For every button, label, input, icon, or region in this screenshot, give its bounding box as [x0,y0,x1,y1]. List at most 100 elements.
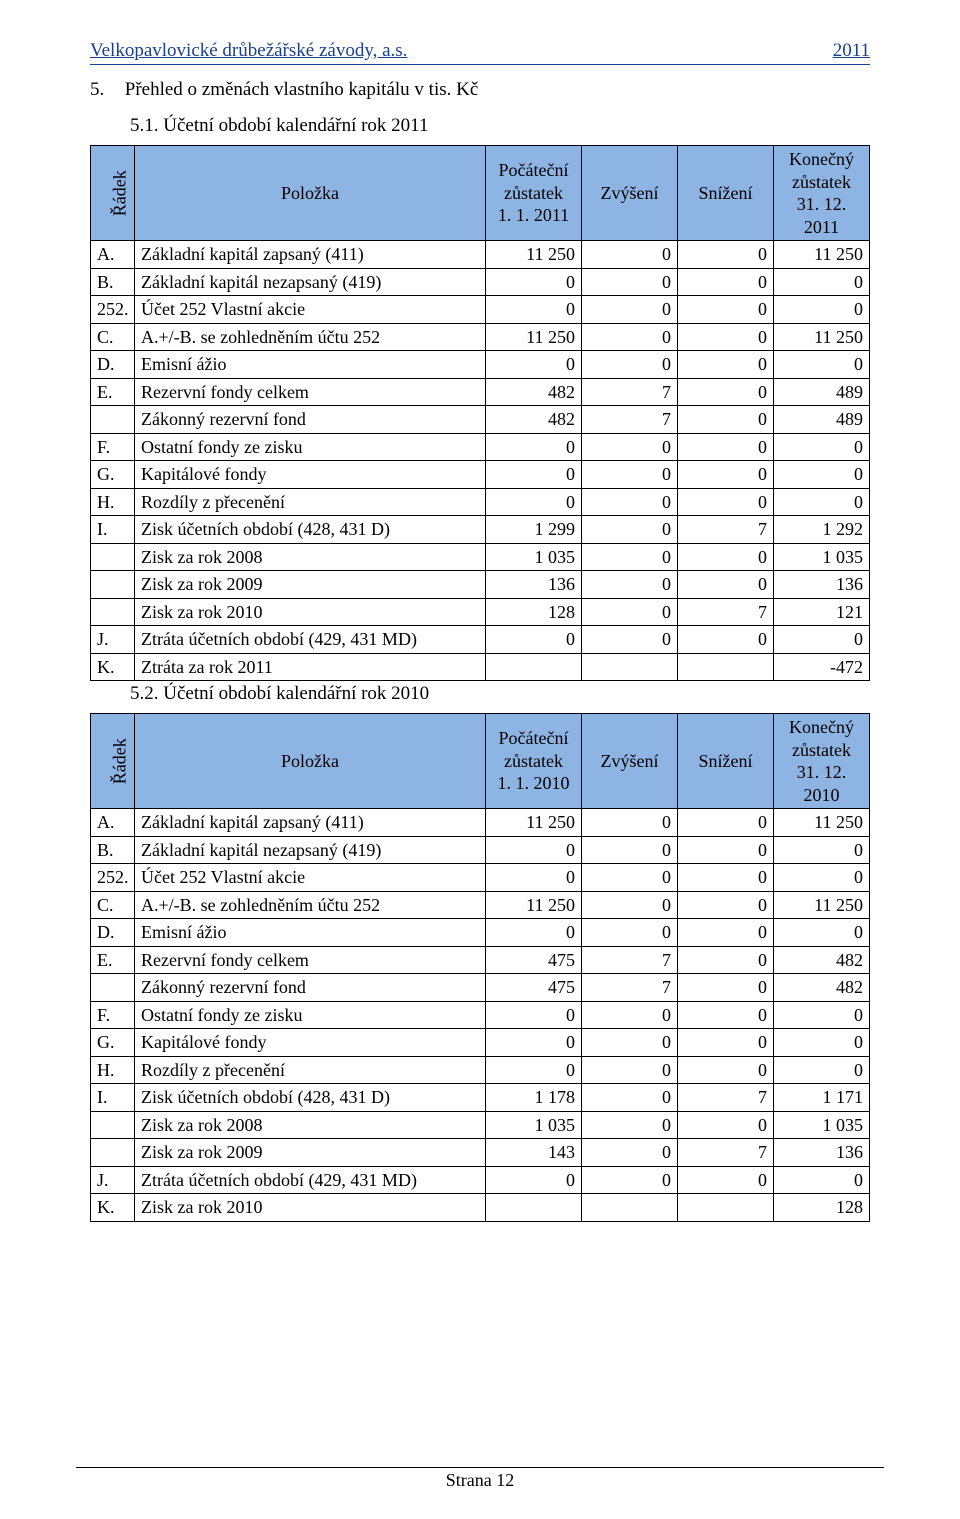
row-label: Ztráta účetních období (429, 431 MD) [135,626,486,654]
cell-value: 0 [774,1166,870,1194]
row-label: Zisk za rok 2009 [135,571,486,599]
cell-value: 0 [486,351,582,379]
row-label: Základní kapitál nezapsaný (419) [135,268,486,296]
subsection-number-2: 5.2. [130,683,159,704]
cell-value: 0 [678,1111,774,1139]
cell-value: 0 [486,268,582,296]
cell-value [582,653,678,681]
cell-value: 0 [678,864,774,892]
table-row: G.Kapitálové fondy0000 [91,1029,870,1057]
table-row: Zisk za rok 200914307136 [91,1139,870,1167]
cell-value: 11 250 [774,323,870,351]
row-label: Kapitálové fondy [135,1029,486,1057]
cell-value: 0 [774,919,870,947]
cell-value: 1 035 [774,543,870,571]
cell-value: 7 [678,598,774,626]
cell-value: 0 [678,1029,774,1057]
cell-value: 0 [582,864,678,892]
cell-value: 0 [774,488,870,516]
row-label: Ostatní fondy ze zisku [135,433,486,461]
cell-value: 0 [582,809,678,837]
cell-value: 0 [774,351,870,379]
cell-value: 0 [582,919,678,947]
cell-value: 0 [678,296,774,324]
header-year: 2011 [833,40,870,62]
col-header-pocatecni: Počáteční zůstatek 1. 1. 2011 [486,146,582,241]
row-id: J. [91,1166,135,1194]
row-id: 252. [91,296,135,324]
row-id: J. [91,626,135,654]
table-row: D.Emisní ážio0000 [91,919,870,947]
cell-value: 0 [774,1056,870,1084]
row-label: A.+/-B. se zohledněním účtu 252 [135,891,486,919]
table-row: Zisk za rok 201012807121 [91,598,870,626]
row-label: Zisk za rok 2009 [135,1139,486,1167]
cell-value: 1 299 [486,516,582,544]
row-id: E. [91,378,135,406]
row-id [91,974,135,1002]
subsection-number-1: 5.1. [130,115,159,136]
cell-value: 11 250 [486,241,582,269]
cell-value: 0 [582,461,678,489]
cell-value: 0 [486,433,582,461]
row-label: Zisk za rok 2008 [135,1111,486,1139]
cell-value [678,653,774,681]
table-row: I.Zisk účetních období (428, 431 D)1 178… [91,1084,870,1112]
cell-value: 0 [582,626,678,654]
table-row: Zisk za rok 20081 035001 035 [91,543,870,571]
section-number: 5. [90,79,120,101]
table-row: G.Kapitálové fondy0000 [91,461,870,489]
row-label: Ostatní fondy ze zisku [135,1001,486,1029]
cell-value: 0 [486,461,582,489]
cell-value: 0 [486,1029,582,1057]
cell-value: 1 035 [774,1111,870,1139]
table-row: Zisk za rok 200913600136 [91,571,870,599]
row-id: K. [91,1194,135,1222]
header-company: Velkopavlovické drůbežářské závody, a.s. [90,40,407,62]
cell-value: 0 [582,268,678,296]
row-id: 252. [91,864,135,892]
row-id: E. [91,946,135,974]
cell-value: 7 [678,1084,774,1112]
cell-value: 0 [774,296,870,324]
cell-value: 0 [582,241,678,269]
table-row: B.Základní kapitál nezapsaný (419)0000 [91,836,870,864]
row-label: Zisk za rok 2010 [135,1194,486,1222]
row-label: Zákonný rezervní fond [135,974,486,1002]
col-header-polozka: Položka [135,146,486,241]
cell-value: 0 [582,891,678,919]
cell-value [486,1194,582,1222]
table-row: H.Rozdíly z přecenění0000 [91,1056,870,1084]
cell-value: 475 [486,974,582,1002]
row-id [91,1111,135,1139]
cell-value: 0 [678,891,774,919]
row-id: K. [91,653,135,681]
cell-value: 7 [582,378,678,406]
table-row: A.Základní kapitál zapsaný (411)11 25000… [91,809,870,837]
cell-value: 0 [774,1001,870,1029]
cell-value: 0 [582,433,678,461]
cell-value: 0 [678,351,774,379]
table-row: Zákonný rezervní fond47570482 [91,974,870,1002]
row-label: Základní kapitál nezapsaný (419) [135,836,486,864]
cell-value: 0 [678,571,774,599]
cell-value: 1 171 [774,1084,870,1112]
row-label: Základní kapitál zapsaný (411) [135,241,486,269]
table-body-2011: A.Základní kapitál zapsaný (411)11 25000… [91,241,870,681]
equity-table-2010: Řádek Položka Počáteční zůstatek 1. 1. 2… [90,713,870,1222]
cell-value: 475 [486,946,582,974]
table-row: Zisk za rok 20081 035001 035 [91,1111,870,1139]
cell-value: 0 [678,461,774,489]
row-id: A. [91,241,135,269]
row-id: G. [91,1029,135,1057]
table-row: F.Ostatní fondy ze zisku0000 [91,433,870,461]
page-header: Velkopavlovické drůbežářské závody, a.s.… [90,40,870,65]
row-label: Zisk účetních období (428, 431 D) [135,516,486,544]
col-header-snizeni: Snížení [678,714,774,809]
table-row: A.Základní kapitál zapsaný (411)11 25000… [91,241,870,269]
cell-value: 0 [582,1166,678,1194]
row-id [91,571,135,599]
table-row: B.Základní kapitál nezapsaný (419)0000 [91,268,870,296]
cell-value: 11 250 [486,891,582,919]
cell-value: 11 250 [774,241,870,269]
